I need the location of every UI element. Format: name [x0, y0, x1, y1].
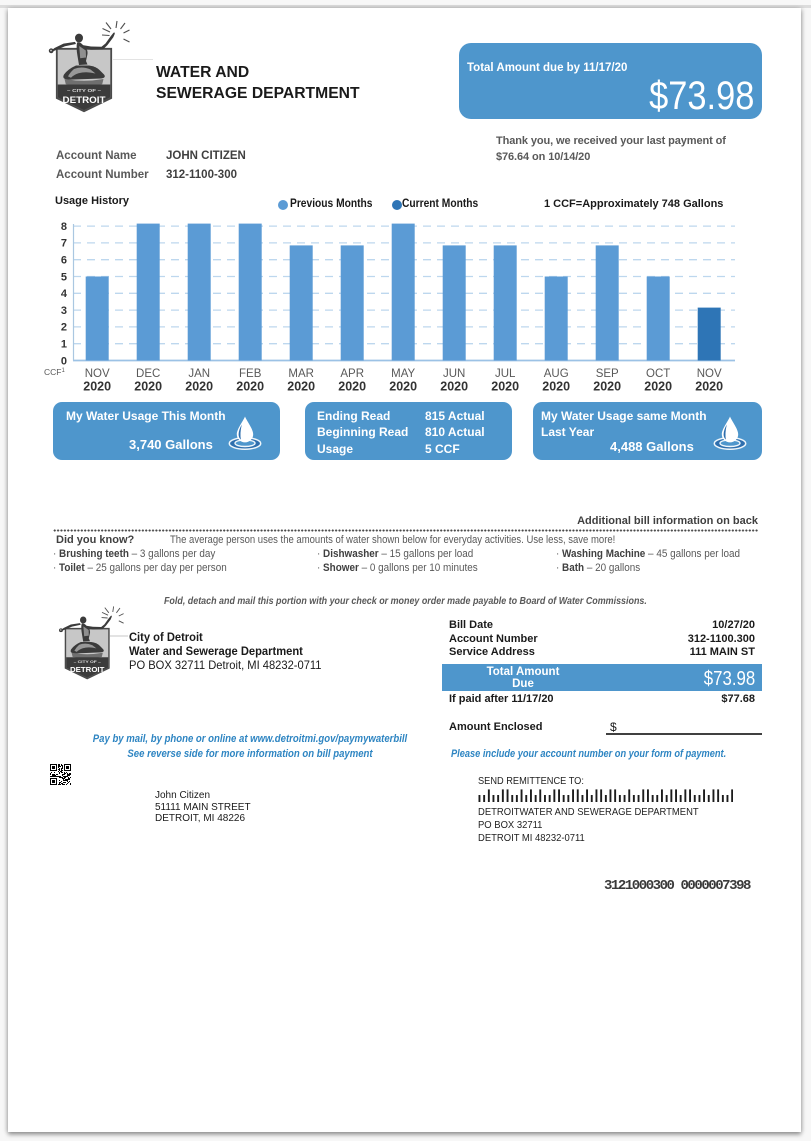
svg-text:DETROIT: DETROIT: [63, 95, 106, 105]
svg-text:FEB: FEB: [239, 368, 262, 380]
svg-text:DEC: DEC: [136, 368, 160, 380]
svg-text:2020: 2020: [695, 380, 723, 394]
svg-text:2: 2: [61, 322, 67, 334]
svg-text:JUL: JUL: [495, 368, 516, 380]
svg-text:2020: 2020: [83, 380, 111, 394]
svg-text:– CITY OF –: – CITY OF –: [67, 88, 102, 93]
svg-text:NOV: NOV: [697, 368, 722, 380]
svg-text:2020: 2020: [338, 380, 366, 394]
svg-text:JUN: JUN: [443, 368, 465, 380]
svg-text:APR: APR: [340, 368, 364, 380]
svg-text:7: 7: [61, 238, 67, 250]
svg-text:4: 4: [61, 288, 68, 300]
svg-text:MAY: MAY: [391, 368, 415, 380]
svg-text:2020: 2020: [491, 380, 519, 394]
svg-text:NOV: NOV: [85, 368, 110, 380]
svg-text:3: 3: [61, 305, 67, 317]
svg-text:5: 5: [61, 271, 67, 283]
svg-text:2020: 2020: [542, 380, 570, 394]
svg-text:2020: 2020: [236, 380, 264, 394]
svg-text:2020: 2020: [134, 380, 162, 394]
svg-text:2020: 2020: [185, 380, 213, 394]
svg-text:2020: 2020: [287, 380, 315, 394]
svg-text:– CITY OF –: – CITY OF –: [74, 660, 101, 664]
svg-text:1: 1: [61, 339, 67, 351]
svg-text:SEP: SEP: [596, 368, 619, 380]
svg-text:OCT: OCT: [646, 368, 670, 380]
svg-text:2020: 2020: [440, 380, 468, 394]
svg-text:2020: 2020: [644, 380, 672, 394]
svg-text:MAR: MAR: [288, 368, 314, 380]
svg-text:6: 6: [61, 255, 67, 267]
svg-text:2020: 2020: [593, 380, 621, 394]
svg-text:DETROIT: DETROIT: [70, 665, 105, 674]
svg-text:AUG: AUG: [544, 368, 569, 380]
svg-text:8: 8: [61, 221, 67, 233]
svg-text:2020: 2020: [389, 380, 417, 394]
svg-text:JAN: JAN: [188, 368, 210, 380]
svg-text:0: 0: [61, 355, 67, 367]
